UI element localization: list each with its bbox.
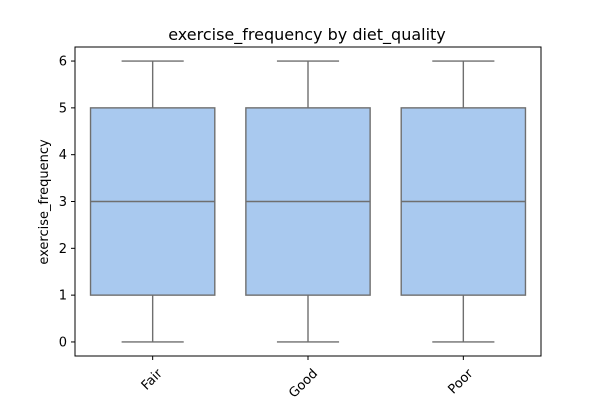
plot-area: 0 1 2 3 4 5 6 Fair Good Poor (59, 55, 527, 400)
x-tick-label: Poor (446, 366, 477, 397)
y-tick-label: 5 (59, 101, 67, 116)
y-tick-label: 6 (59, 55, 67, 70)
x-tick-label: Good (286, 366, 321, 400)
y-tick-label: 4 (59, 148, 67, 163)
x-tick-label: Fair (139, 366, 166, 393)
y-tick-label: 1 (59, 289, 67, 304)
y-tick-label: 0 (59, 335, 67, 350)
y-tick-label: 3 (59, 195, 67, 210)
chart-title: exercise_frequency by diet_quality (168, 25, 446, 45)
y-axis-label: exercise_frequency (37, 139, 52, 265)
y-tick-label: 2 (59, 242, 67, 257)
plot-frame (74, 46, 542, 357)
